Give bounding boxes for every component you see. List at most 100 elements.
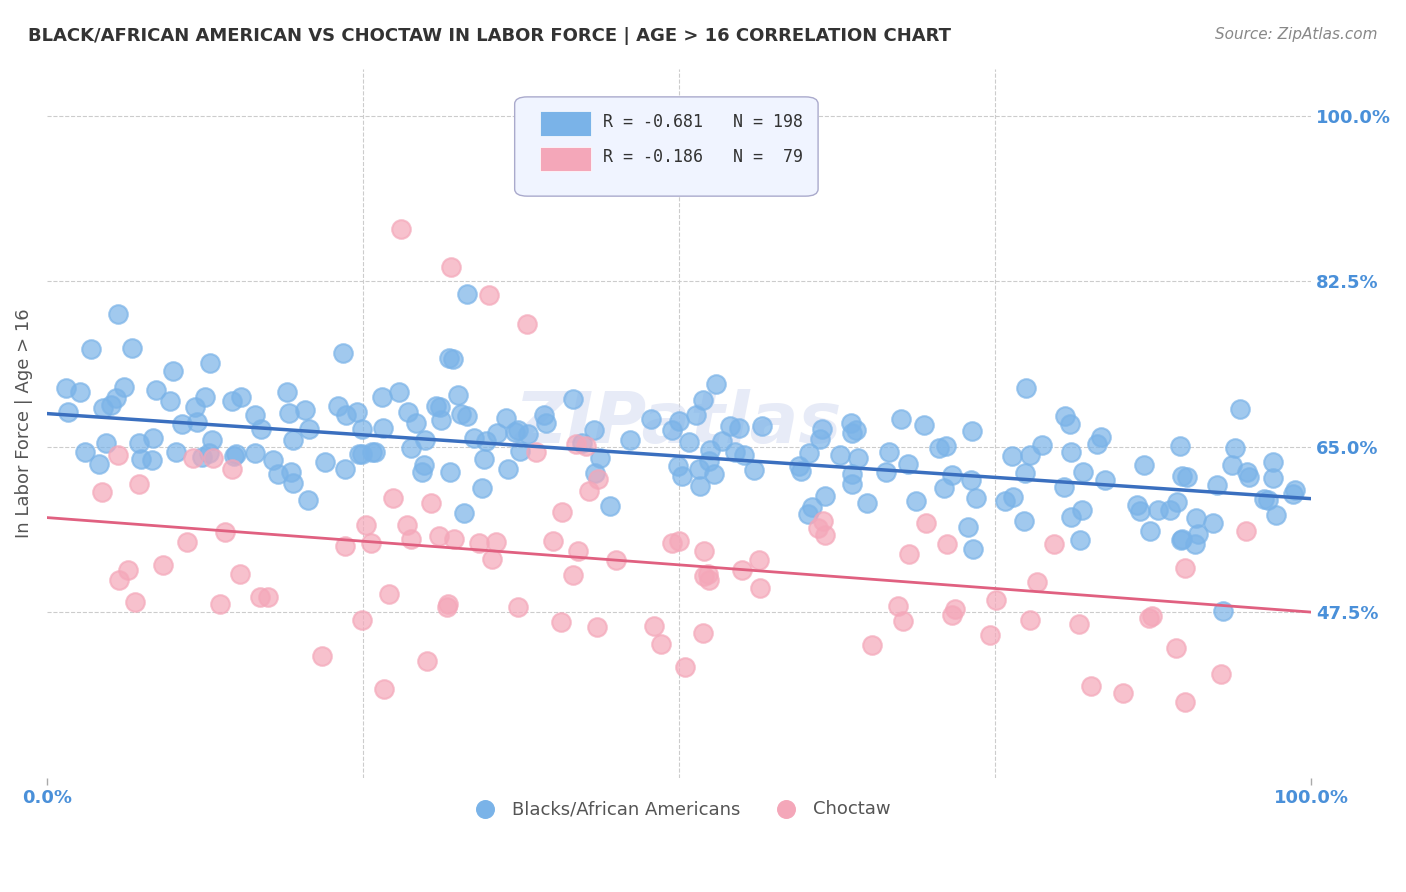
Point <box>565 437 588 451</box>
Point <box>661 536 683 550</box>
Point <box>352 613 374 627</box>
Point <box>439 465 461 479</box>
Point <box>1229 401 1251 416</box>
Point <box>262 452 284 467</box>
Point <box>105 391 128 405</box>
Point <box>429 400 451 414</box>
Point <box>898 547 921 561</box>
Point <box>1060 444 1083 458</box>
Point <box>668 534 690 549</box>
Point <box>589 450 612 465</box>
Point <box>1257 492 1279 507</box>
Point <box>1187 526 1209 541</box>
Point <box>224 449 246 463</box>
Point <box>1137 611 1160 625</box>
Point <box>509 444 531 458</box>
Point <box>668 414 690 428</box>
Point <box>436 599 458 614</box>
Point <box>599 500 621 514</box>
Point <box>673 660 696 674</box>
Point <box>661 423 683 437</box>
Point <box>811 421 834 435</box>
Point <box>485 425 508 440</box>
Text: ZIPatlas: ZIPatlas <box>516 389 842 458</box>
Point <box>1220 458 1243 473</box>
Point <box>481 552 503 566</box>
Point <box>298 422 321 436</box>
Point <box>1085 437 1108 451</box>
Point <box>91 484 114 499</box>
Point <box>221 393 243 408</box>
Point <box>533 408 555 422</box>
Point <box>941 607 963 622</box>
Point <box>1060 510 1083 524</box>
Point <box>699 442 721 457</box>
Point <box>685 409 707 423</box>
Point <box>688 462 710 476</box>
Point <box>496 462 519 476</box>
Point <box>276 384 298 399</box>
Point <box>471 481 494 495</box>
Point <box>723 445 745 459</box>
Point <box>856 496 879 510</box>
Point <box>875 465 897 479</box>
Point <box>1015 381 1038 395</box>
Point <box>748 581 770 595</box>
Point <box>1264 508 1286 523</box>
Point <box>346 405 368 419</box>
Point <box>1175 469 1198 483</box>
Point <box>1140 608 1163 623</box>
Point <box>1026 574 1049 589</box>
Point <box>693 543 716 558</box>
Point <box>1171 532 1194 546</box>
Point <box>887 599 910 613</box>
Point <box>129 452 152 467</box>
Point <box>845 423 868 437</box>
Point <box>1073 465 1095 479</box>
Point <box>1253 491 1275 506</box>
Point <box>605 553 627 567</box>
Point <box>112 380 135 394</box>
Point <box>108 574 131 588</box>
Point <box>297 493 319 508</box>
Point <box>678 435 700 450</box>
Point <box>934 481 956 495</box>
Bar <box>540 112 591 136</box>
Point <box>1202 516 1225 530</box>
Point <box>87 457 110 471</box>
Point <box>107 448 129 462</box>
Point <box>363 445 385 459</box>
Point <box>814 489 837 503</box>
Point <box>808 432 831 446</box>
Point <box>186 415 208 429</box>
Point <box>1282 486 1305 500</box>
Point <box>1236 465 1258 479</box>
Point <box>229 567 252 582</box>
Point <box>965 491 987 505</box>
Point <box>960 473 983 487</box>
Point <box>388 385 411 400</box>
Point <box>890 412 912 426</box>
Point <box>1205 478 1227 492</box>
Point <box>692 626 714 640</box>
Point <box>401 532 423 546</box>
Point <box>1166 495 1188 509</box>
Point <box>811 514 834 528</box>
Point <box>294 403 316 417</box>
Point <box>280 465 302 479</box>
Point <box>1126 499 1149 513</box>
Point <box>711 434 734 448</box>
Point <box>1018 448 1040 462</box>
Point <box>198 446 221 460</box>
Point <box>121 341 143 355</box>
Point <box>1284 483 1306 497</box>
Point <box>446 388 468 402</box>
Point <box>124 594 146 608</box>
Point <box>107 308 129 322</box>
Point <box>846 450 869 465</box>
Point <box>441 351 464 366</box>
Point <box>524 444 547 458</box>
Point <box>495 410 517 425</box>
Y-axis label: In Labor Force | Age > 16: In Labor Force | Age > 16 <box>15 309 32 538</box>
Point <box>650 638 672 652</box>
